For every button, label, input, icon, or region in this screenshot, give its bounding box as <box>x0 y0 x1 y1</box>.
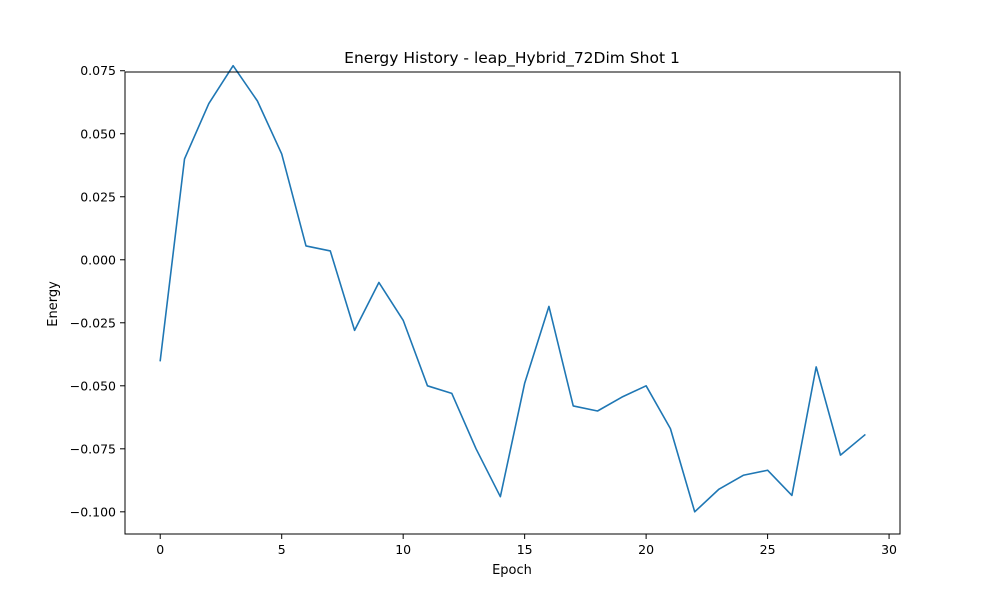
y-tick-label: −0.100 <box>70 504 116 519</box>
y-tick-label: 0.050 <box>80 126 116 141</box>
y-tick-label: 0.025 <box>80 189 116 204</box>
x-tick-label: 10 <box>395 542 411 557</box>
x-tick-label: 30 <box>881 542 897 557</box>
x-tick-label: 5 <box>278 542 286 557</box>
plot-frame <box>124 71 901 535</box>
y-tick-label: 0.075 <box>80 63 116 78</box>
y-tick-label: 0.000 <box>80 252 116 267</box>
energy-series-line <box>159 64 866 513</box>
y-tick-label: −0.050 <box>70 378 116 393</box>
x-tick-label: 0 <box>156 542 164 557</box>
y-tick-label: −0.075 <box>70 441 116 456</box>
series-layer <box>159 64 866 513</box>
x-tick-label: 25 <box>760 542 776 557</box>
x-axis-ticks: 0 5 10 15 20 25 30 <box>156 534 897 557</box>
y-axis-label: Energy <box>46 281 61 327</box>
chart-title: Energy History - leap_Hybrid_72Dim Shot … <box>344 49 680 68</box>
x-tick-label: 20 <box>638 542 654 557</box>
x-tick-label: 15 <box>517 542 533 557</box>
x-axis-label: Epoch <box>492 563 532 578</box>
y-axis-ticks: −0.100 −0.075 −0.050 −0.025 0.000 0.025 0.050 0… <box>70 63 125 519</box>
y-tick-label: −0.025 <box>70 315 116 330</box>
